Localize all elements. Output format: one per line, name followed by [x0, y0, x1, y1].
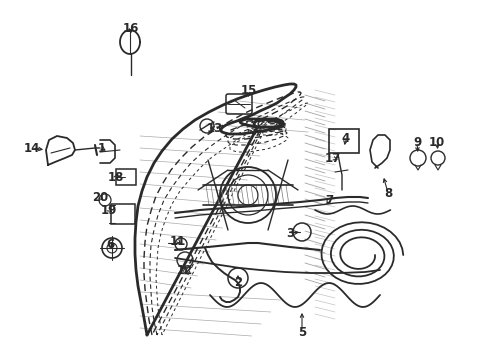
Text: 8: 8: [383, 186, 391, 199]
Text: 2: 2: [233, 275, 242, 288]
Text: 7: 7: [324, 194, 332, 207]
Text: 16: 16: [122, 22, 139, 35]
Text: 1: 1: [98, 141, 106, 154]
Text: 15: 15: [240, 84, 257, 96]
Text: 4: 4: [341, 131, 349, 144]
Text: 19: 19: [101, 203, 117, 216]
Text: 14: 14: [24, 141, 40, 154]
Text: 17: 17: [324, 152, 341, 165]
Text: 11: 11: [169, 234, 186, 248]
Text: 6: 6: [106, 238, 114, 251]
Text: 3: 3: [285, 226, 293, 239]
Text: 13: 13: [206, 122, 223, 135]
Text: 20: 20: [92, 190, 108, 203]
Text: 9: 9: [412, 135, 420, 149]
Text: 12: 12: [177, 264, 193, 276]
Text: 10: 10: [428, 135, 444, 149]
Text: 5: 5: [297, 325, 305, 338]
Text: 18: 18: [107, 171, 124, 184]
